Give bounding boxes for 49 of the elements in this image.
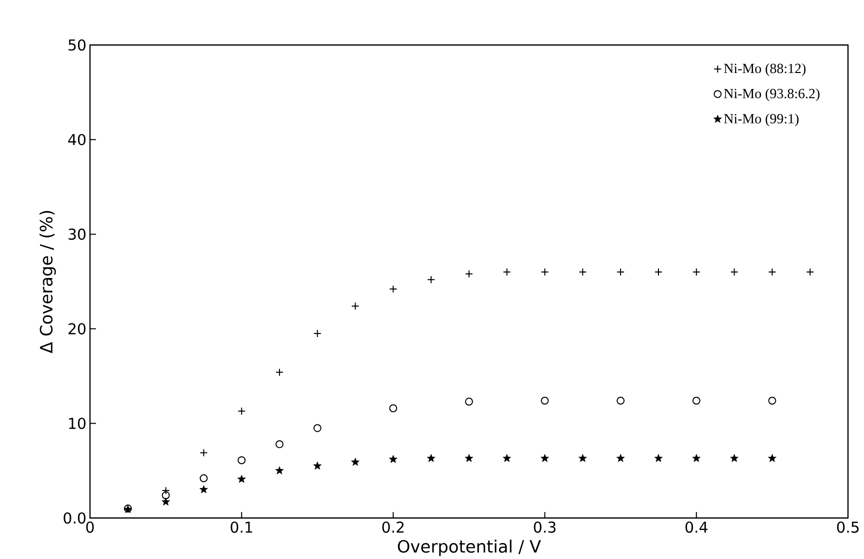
y-tick-label: 50 (68, 39, 86, 50)
legend-label: Ni-Mo (93.8:6.2) (724, 88, 820, 101)
legend-label: Ni-Mo (99:1) (724, 113, 799, 126)
point (351, 458, 360, 466)
point (502, 454, 512, 462)
y-tick-label: 10 (69, 418, 86, 429)
point (389, 454, 398, 463)
y-tick-label: 40 (68, 134, 86, 146)
point (616, 396, 625, 404)
point (427, 275, 436, 284)
point (465, 397, 473, 406)
point (200, 448, 208, 457)
point (238, 406, 246, 415)
x-tick-label: 0.1 (230, 521, 252, 533)
point (730, 454, 738, 462)
x-tick-label: 0.5 (837, 521, 859, 533)
point (426, 454, 436, 462)
point (238, 456, 246, 464)
point (616, 454, 625, 462)
point (313, 424, 322, 432)
point (692, 396, 700, 404)
point (464, 454, 474, 462)
point (351, 302, 360, 310)
point (200, 485, 208, 494)
point (162, 491, 170, 500)
point (162, 497, 170, 506)
point (275, 466, 284, 474)
point (654, 454, 663, 462)
x-axis-title: Overpotential / V (398, 539, 541, 556)
point (540, 454, 549, 462)
legend-label: Ni-Mo (88:12) (724, 63, 806, 76)
x-tick-label: 0.4 (686, 521, 708, 533)
point (237, 474, 246, 483)
x-tick-label: 0.2 (382, 521, 404, 533)
point (578, 454, 587, 462)
y-tick-label: 30 (68, 228, 86, 240)
y-tick-label: 0.0 (64, 512, 86, 524)
y-tick-label: 20 (68, 322, 86, 334)
x-tick-label: 0.3 (534, 521, 556, 533)
point (540, 396, 549, 404)
y-axis-title: Δ Coverage / (%) (40, 210, 56, 354)
point (200, 474, 208, 482)
point (313, 461, 322, 470)
point (276, 440, 284, 448)
point (389, 404, 398, 412)
point (768, 454, 776, 462)
x-tick-label: 0 (86, 521, 94, 533)
point (768, 396, 776, 404)
point (692, 454, 701, 462)
